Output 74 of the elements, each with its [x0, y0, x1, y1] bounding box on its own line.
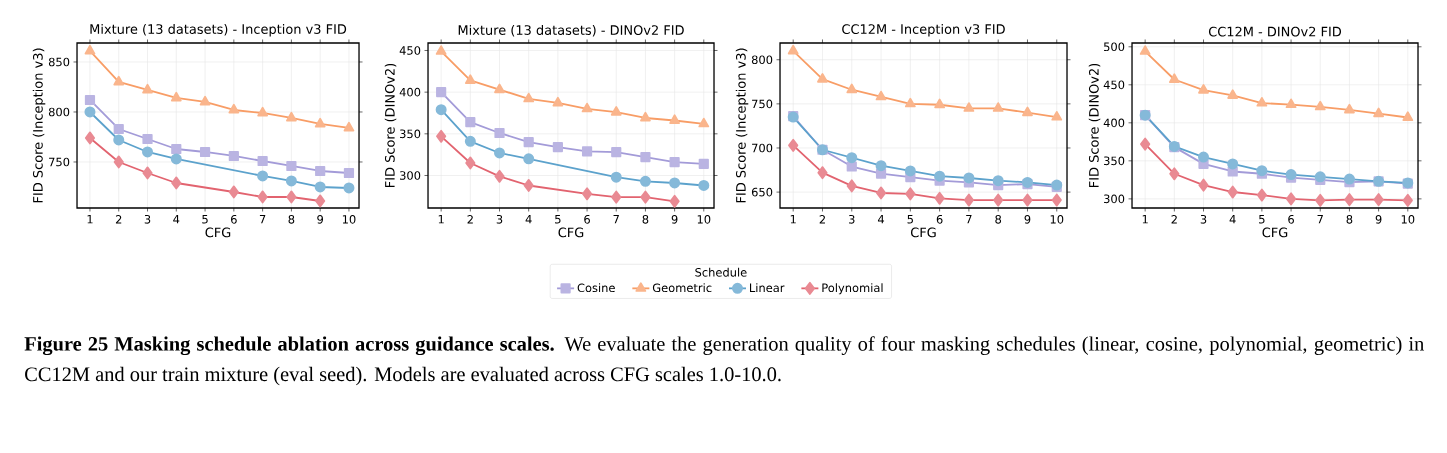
x-tick-label: 8 — [995, 215, 1002, 224]
y-tick-label: 850 — [48, 57, 70, 67]
x-tick-label: 5 — [907, 215, 913, 224]
x-tick-label: 1 — [438, 215, 444, 224]
x-tick-label: 8 — [642, 215, 649, 224]
x-axis-title: CFG — [205, 227, 231, 238]
x-tick-label: 8 — [288, 215, 295, 224]
x-tick-label: 6 — [936, 215, 943, 224]
x-tick-label: 9 — [1024, 215, 1031, 224]
x-tick-label: 6 — [231, 215, 237, 224]
y-tick-label: 800 — [751, 55, 773, 65]
y-tick-label: 500 — [1104, 42, 1125, 52]
x-tick-label: 2 — [467, 215, 473, 224]
x-tick-label: 9 — [671, 215, 678, 224]
x-tick-label: 8 — [1346, 215, 1353, 224]
x-tick-label: 2 — [1171, 215, 1177, 224]
x-tick-label: 9 — [1375, 215, 1382, 224]
x-tick-label: 1 — [1142, 215, 1148, 224]
x-tick-label: 3 — [1200, 215, 1207, 224]
y-tick-label: 650 — [751, 187, 773, 197]
x-tick-label: 6 — [1288, 215, 1294, 224]
y-tick-label: 800 — [48, 107, 70, 117]
x-tick-label: 10 — [1050, 215, 1064, 224]
x-tick-label: 7 — [966, 215, 972, 224]
y-tick-label: 400 — [399, 87, 421, 97]
x-axis-title: CFG — [910, 227, 936, 238]
chart-title: CC12M - DINOv2 FID — [1208, 26, 1342, 37]
x-tick-label: 4 — [877, 215, 885, 224]
y-axis-title: FID Score (DINOv2) — [1088, 63, 1101, 187]
legend-title: Schedule — [695, 267, 747, 277]
legend-label: Polynomial — [822, 283, 883, 295]
x-tick-label: 1 — [87, 215, 93, 224]
legend-label: Linear — [750, 283, 785, 293]
x-tick-label: 10 — [1401, 215, 1415, 224]
x-tick-label: 3 — [496, 215, 503, 224]
x-tick-label: 4 — [173, 215, 180, 224]
legend-label: Cosine — [577, 283, 615, 293]
y-axis-title: FID Score (Inception v3) — [735, 48, 749, 203]
x-axis-title: CFG — [1262, 227, 1288, 238]
x-tick-label: 2 — [819, 215, 825, 224]
x-tick-label: 5 — [202, 215, 208, 224]
y-tick-label: 400 — [1103, 118, 1125, 128]
x-tick-label: 7 — [613, 215, 619, 224]
y-tick-label: 450 — [1103, 80, 1125, 90]
y-tick-label: 750 — [49, 157, 70, 167]
x-tick-label: 3 — [144, 215, 151, 224]
y-tick-label: 300 — [400, 171, 421, 180]
x-tick-label: 3 — [849, 215, 855, 224]
x-tick-label: 5 — [555, 215, 561, 224]
y-tick-label: 350 — [400, 129, 421, 139]
x-tick-label: 7 — [1317, 215, 1323, 224]
y-tick-label: 450 — [399, 46, 421, 55]
chart-title: CC12M - Inception v3 FID — [842, 23, 1005, 37]
x-tick-label: 10 — [697, 215, 711, 224]
legend-label: Geometric — [652, 283, 712, 293]
x-tick-label: 9 — [317, 215, 324, 224]
y-axis-title: FID Score (Inception v3) — [32, 48, 46, 203]
chart-title: Mixture (13 datasets) - DINOv2 FID — [458, 24, 684, 37]
x-tick-label: 10 — [342, 215, 356, 224]
y-axis-title: FID Score (DINOv2) — [384, 63, 397, 187]
y-tick-label: 300 — [1104, 194, 1125, 204]
y-tick-label: 700 — [752, 143, 773, 153]
x-tick-label: 4 — [1229, 215, 1236, 224]
x-tick-label: 7 — [259, 215, 266, 224]
x-tick-label: 2 — [115, 215, 122, 224]
x-tick-label: 6 — [584, 215, 590, 224]
x-tick-label: 4 — [525, 215, 532, 224]
chart-title: Mixture (13 datasets) - Inception v3 FID — [90, 23, 347, 37]
y-tick-label: 350 — [1104, 156, 1125, 166]
text: Figure 25 Masking schedule ablation across guidance scales. We evaluate the generation quality of four masking schedules (linear, cosine, polynomial, geometric) in CC12M and our train mixture (eval seed). Models are evaluated across CFG scales 1.0-10.0. — [24, 336, 1425, 386]
x-tick-label: 5 — [1259, 215, 1265, 224]
x-tick-label: 1 — [790, 215, 796, 224]
x-axis-title: CFG — [558, 227, 584, 238]
y-tick-label: 750 — [752, 99, 773, 109]
